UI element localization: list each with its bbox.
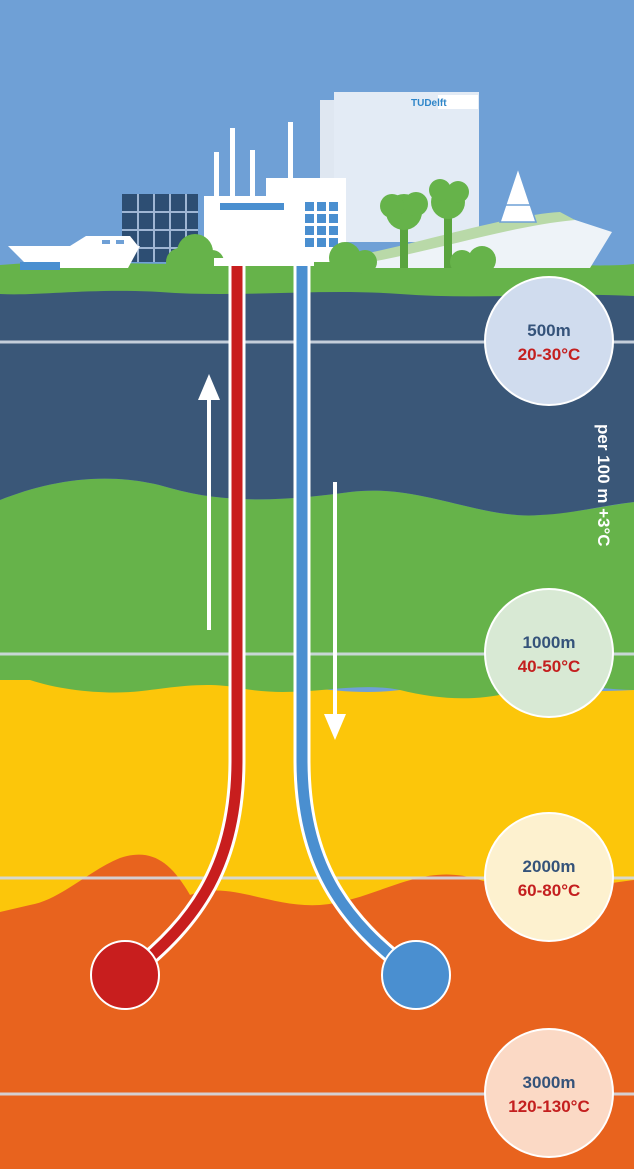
hot-pipe-core [124, 265, 243, 980]
yellow-layer [0, 675, 634, 912]
tudelft-logo: TUDelft [411, 98, 447, 109]
flow-down-arrow-icon [324, 482, 346, 740]
depth-badge-3000m: 3000m 120-130°C [484, 1028, 614, 1158]
temperature-label: 60-80°C [518, 881, 581, 900]
cold-pipe-core [296, 265, 420, 980]
green-roof-building-icon [360, 165, 612, 268]
depth-label: 500m [527, 321, 570, 340]
depth-label: 3000m [523, 1073, 576, 1092]
temperature-label: 120-130°C [508, 1097, 589, 1116]
depth-badge-1000m: 1000m 40-50°C [484, 588, 614, 718]
tree-icon [380, 179, 469, 268]
temperature-label: 40-50°C [518, 657, 581, 676]
cold-reservoir [381, 940, 451, 1010]
green-layer [0, 478, 634, 699]
gradient-note: per 100 m +3°C [594, 424, 613, 547]
power-plant-icon [204, 122, 346, 264]
depth-badge-500m: 500m 20-30°C [484, 276, 614, 406]
depth-label: 1000m [523, 633, 576, 652]
depth-badge-2000m: 2000m 60-80°C [484, 812, 614, 942]
pipe-header [214, 258, 314, 266]
depth-label: 2000m [523, 857, 576, 876]
bushes [166, 234, 496, 276]
temperature-label: 20-30°C [518, 345, 581, 364]
dark-layer [0, 290, 634, 516]
hot-reservoir [90, 940, 160, 1010]
boat-icon [8, 236, 140, 270]
flow-up-arrow-icon [198, 374, 220, 630]
